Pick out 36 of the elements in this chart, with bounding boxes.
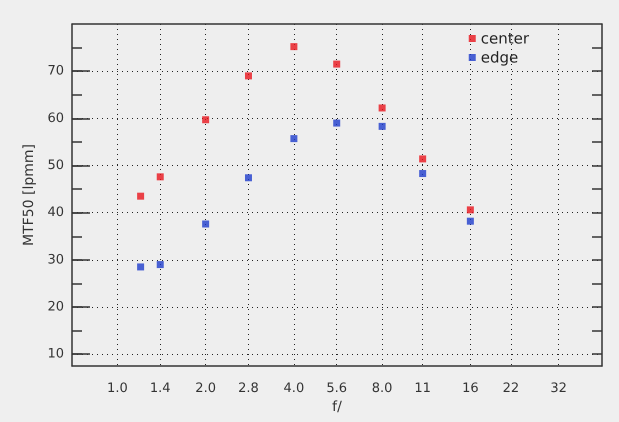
point	[333, 120, 340, 127]
x-tick-label: 1.4	[150, 381, 171, 396]
point	[333, 60, 340, 68]
point	[378, 122, 386, 130]
x-tick-label: 8.0	[372, 381, 392, 396]
y-axis-title: MTF50 [lpmm]	[21, 144, 37, 246]
legend-label: edge	[480, 48, 518, 66]
y-tick-label: 50	[47, 158, 64, 174]
point	[378, 104, 386, 112]
y-tick-label: 20	[47, 300, 64, 315]
point	[290, 43, 298, 50]
point	[466, 206, 474, 214]
y-tick-label: 60	[47, 110, 64, 126]
point	[466, 218, 474, 225]
point	[202, 116, 210, 124]
y-tick-label: 70	[47, 64, 64, 79]
legend-label: center	[480, 30, 530, 48]
x-tick-label: 4.0	[284, 381, 304, 396]
x-tick-label: 22	[502, 381, 520, 396]
x-tick-label: 11	[414, 381, 431, 396]
x-tick-label: 1.0	[107, 381, 128, 396]
point	[290, 135, 298, 142]
x-tick-label: 2.0	[195, 381, 216, 396]
point	[202, 220, 210, 228]
y-tick-label: 10	[47, 346, 64, 362]
x-tick-label: 2.8	[238, 381, 259, 396]
x-axis-title: f/	[332, 399, 342, 415]
y-tick-label: 40	[47, 205, 64, 220]
x-tick-label: 32	[550, 381, 567, 396]
x-tick-label: 5.6	[326, 381, 348, 396]
x-tick-label: 16	[462, 381, 479, 396]
y-tick-label: 30	[47, 252, 64, 268]
point	[244, 174, 252, 182]
point	[156, 261, 164, 268]
point	[244, 72, 252, 80]
point	[156, 173, 164, 180]
